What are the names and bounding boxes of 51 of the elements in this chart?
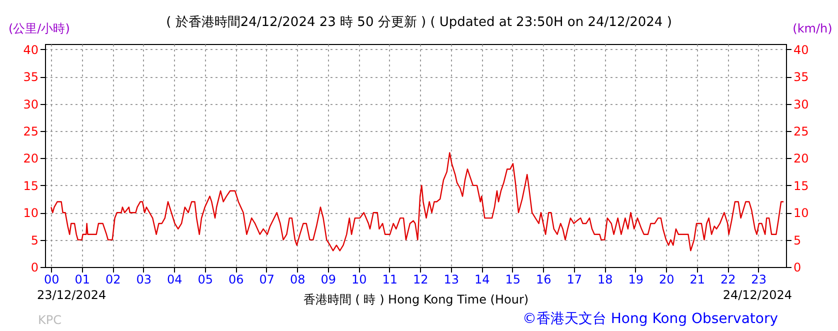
x-tick-label: 14 [474,272,490,286]
y2-axis-title: (km/h) [792,22,832,36]
x-tick-label: 17 [566,272,582,286]
x-tick-label: 09 [320,272,336,286]
x-tick-label: 10 [351,272,367,286]
x-tick-label: 16 [536,272,552,286]
x-tick-label: 11 [382,272,398,286]
x-tick-label: 20 [658,272,674,286]
line-series [50,152,784,252]
x-tick-label: 15 [505,272,520,286]
y-tick-label: 25 [23,124,38,139]
x-tick-label: 05 [198,272,214,286]
text: 23/12/2024 [37,288,106,302]
x-tick-label: 13 [444,272,459,286]
y-tick-label: 40 [23,42,38,57]
y2-tick-label: 35 [794,70,809,84]
x-tick-label: 08 [290,272,306,286]
y2-tick-label: 25 [794,124,809,139]
y2-tick-label: 20 [794,152,809,166]
x-tick-label: 21 [690,272,705,286]
y-axis-title: (公里/小時) [8,22,70,36]
x-tick-label: 06 [228,272,244,286]
y-tick-label: 15 [23,178,38,193]
text: ©香港天文台 Hong Kong Observatory [522,310,778,328]
x-tick-label: 01 [74,272,90,286]
y-tick-label: 0 [30,260,38,274]
y-tick-label: 5 [30,233,38,248]
y-tick-label: 35 [23,70,38,84]
x-tick-label: 22 [720,272,736,286]
y-tick-label: 10 [23,206,38,220]
chart-title: ( 於香港時間24/12/2024 23 時 50 分更新 ) ( Updated at 23:50H on 24/12/2024 ) [166,15,672,30]
x-tick-label: 04 [166,272,182,286]
x-tick-label: 23 [751,272,766,286]
x-tick-label: 18 [597,272,613,286]
x-tick-label: 00 [44,272,60,286]
x-axis-title: 香港時間 ( 時 ) Hong Kong Time (Hour) [303,292,529,306]
y2-tick-label: 5 [794,233,802,248]
x-tick-label: 19 [628,272,644,286]
x-tick-label: 12 [412,272,428,286]
text: KPC [38,313,62,327]
y-tick-label: 30 [23,97,38,112]
y2-tick-label: 40 [794,42,809,57]
y2-tick-label: 30 [794,97,809,112]
x-tick-label: 07 [259,272,275,286]
x-tick-label: 03 [136,272,152,286]
x-tick-label: 02 [106,272,121,286]
text: 24/12/2024 [722,288,792,302]
y2-tick-label: 0 [794,260,802,274]
y-tick-label: 20 [23,152,38,166]
y2-tick-label: 15 [794,178,809,193]
y2-tick-label: 10 [794,206,809,220]
